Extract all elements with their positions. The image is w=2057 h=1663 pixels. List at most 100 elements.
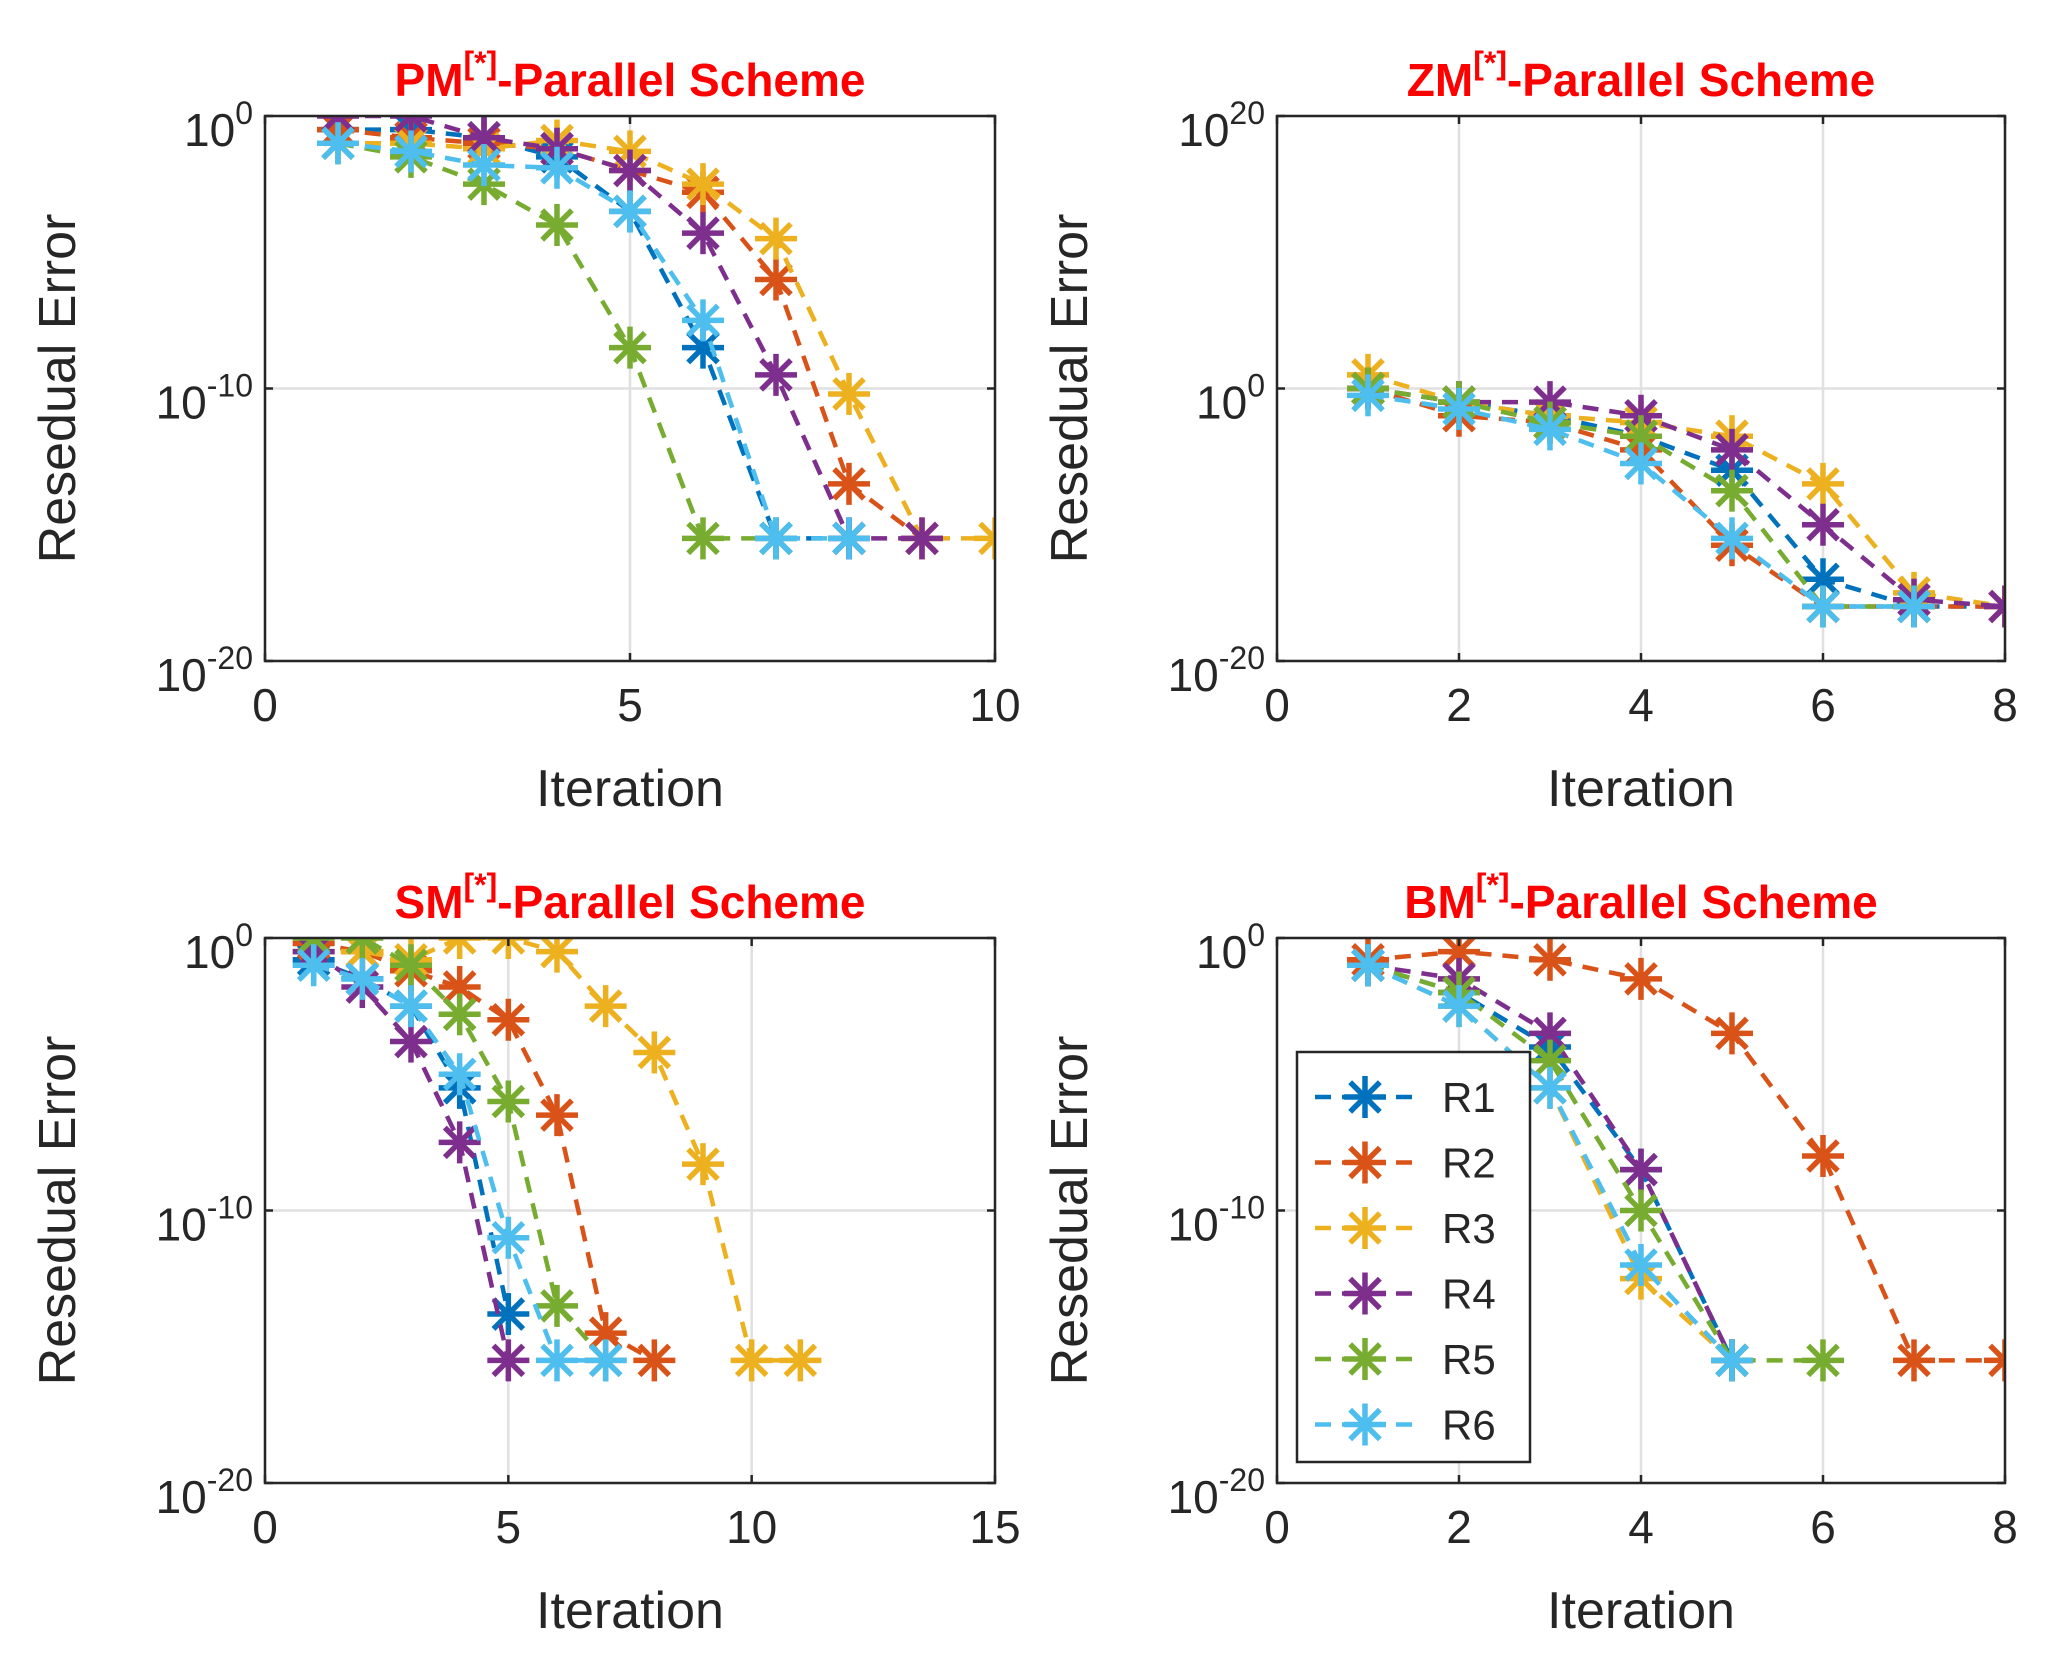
data-point-r6 [390,985,432,1028]
data-point-r6 [536,1339,578,1382]
y-tick-label: 10-20 [156,1462,253,1523]
y-tick-label: 10-10 [1168,1190,1265,1251]
x-tick-label: 0 [252,679,278,731]
data-point-r6 [1620,442,1662,485]
data-point-r4 [487,1339,530,1382]
x-tick-label: 6 [1810,679,1836,731]
data-point-r6 [609,190,651,233]
x-tick-label: 4 [1628,679,1654,731]
data-point-r6 [1529,408,1571,451]
x-axis-label: Iteration [536,760,724,818]
legend-label: R3 [1442,1205,1496,1252]
legend-marker [1344,1403,1386,1446]
legend-marker [1344,1141,1386,1184]
legend-box [1295,1050,1532,1464]
series-layer [1347,353,2005,628]
chart-title: BM[*]-Parallel Scheme [1404,867,1878,928]
data-point-r2 [487,998,530,1041]
x-axis-label: Iteration [536,1582,724,1640]
x-tick-label: 0 [1264,1501,1290,1553]
y-tick-label: 1020 [1178,95,1265,156]
data-point-r4 [438,1121,481,1164]
y-tick-label: 100 [184,95,253,156]
x-tick-label: 8 [1992,1501,2018,1553]
data-point-r2 [1711,1012,1753,1055]
data-point-r2 [1620,957,1662,1000]
data-point-r3 [584,985,627,1028]
y-axis-label: Resedual Error [1041,1036,1099,1386]
series-layer [1347,938,2005,1382]
x-tick-label: 15 [969,1501,1020,1553]
data-point-r2 [755,258,797,301]
x-tick-label: 10 [969,679,1020,731]
data-point-r6 [755,517,797,560]
data-point-r3 [487,938,530,959]
data-point-r4 [390,1020,432,1063]
panel-3: 0 5 10 15 10-20 10-10 100 Iteration Resedual Err… [29,867,1021,1640]
data-point-r6 [584,1339,627,1382]
data-point-r6 [828,517,870,560]
data-point-r3 [536,938,578,973]
data-point-r6 [1893,585,1935,628]
data-point-r4 [390,116,432,137]
panel-4: 0 2 4 6 8 10-20 10-10 100 Iteration Resedual Erro… [1041,867,2018,1640]
data-point-r2 [1529,938,1571,981]
data-point-r3 [1802,462,1844,505]
data-point-r6 [438,1053,481,1096]
data-point-r3 [779,1339,822,1382]
data-point-r3 [682,163,724,206]
y-axis-label: Resedual Error [29,1036,87,1386]
series-line-r3 [338,138,995,541]
x-tick-label: 0 [1264,679,1290,731]
data-point-r2 [1984,1339,2005,1382]
x-tick-label: 5 [496,1501,522,1553]
series-line-r2 [1367,949,2005,1363]
data-point-r6 [1438,387,1480,430]
data-point-r6 [1347,374,1389,417]
data-point-r4 [682,212,724,255]
data-point-r3 [755,217,797,260]
legend-entry-r5: R5 [1315,1336,1496,1383]
data-point-r6 [390,130,432,173]
panel-2: 0 2 4 6 8 10-20 100 1020 Iteration Resedual Error… [1041,45,2018,818]
data-point-r5 [609,326,651,369]
data-point-r4 [1984,585,2005,628]
x-tick-label: 6 [1810,1501,1836,1553]
data-point-r6 [463,144,505,187]
data-point-r6 [487,1216,530,1259]
data-point-r6 [1347,944,1389,987]
y-axis-label: Resedual Error [29,214,87,564]
data-point-r6 [1620,1244,1662,1286]
panel-1: 0 5 10 10-20 10-10 100 Iteration Resedual Error… [29,45,1021,818]
series-layer [292,938,822,1382]
data-point-r6 [1438,985,1480,1028]
y-axis-label: Resedual Error [1041,214,1099,564]
chart-title: SM[*]-Parallel Scheme [395,867,866,928]
legend-label: R6 [1442,1402,1496,1449]
data-point-r2 [536,1094,578,1137]
y-tick-label: 10-20 [156,640,253,701]
data-point-r4 [1802,503,1844,546]
data-point-r3 [730,1339,773,1382]
data-point-r2 [828,462,870,505]
chart-title: ZM[*]-Parallel Scheme [1407,45,1875,106]
data-point-r6 [1711,1339,1753,1382]
data-point-r3 [438,938,481,959]
data-point-r4 [1620,1148,1662,1191]
data-point-r4 [755,353,797,396]
data-point-r2 [1893,1339,1935,1382]
data-point-r4 [609,149,651,192]
y-tick-label: 10-20 [1168,640,1265,701]
data-point-r3 [633,1031,676,1074]
chart-title: PM[*]-Parallel Scheme [395,45,866,106]
data-point-r5 [536,204,578,246]
data-point-r6 [536,146,578,189]
data-point-r6 [1529,1066,1571,1109]
legend-marker [1344,1207,1386,1249]
data-point-r6 [1711,517,1753,560]
data-point-r5 [487,1080,530,1123]
data-point-r2 [633,1339,676,1382]
data-point-r2 [438,966,481,1009]
data-point-r5 [1711,469,1753,512]
